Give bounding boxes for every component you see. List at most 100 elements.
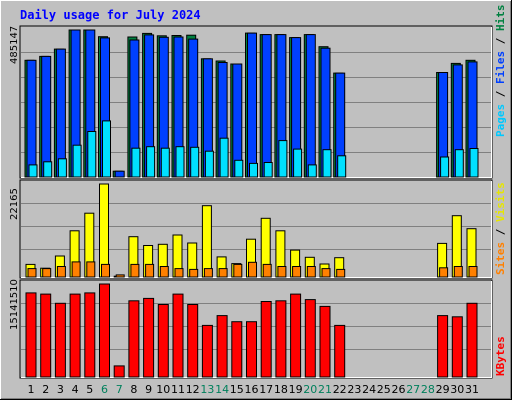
kbytes-max-label: 15141510 (9, 279, 20, 330)
bar-pages-day-20 (307, 164, 317, 178)
bar-sites-day-16 (248, 261, 257, 278)
bar-files-day-16 (247, 32, 257, 178)
bar-kbytes-day-20 (304, 299, 316, 378)
legend-files: Files (494, 51, 507, 84)
bar-pages-day-1 (28, 164, 38, 178)
bar-files-day-17 (261, 34, 272, 178)
bar-kbytes-day-18 (275, 300, 287, 378)
bar-pages-day-8 (131, 147, 141, 178)
x-label-day-1: 1 (28, 383, 35, 396)
legend-top: Pages / Files / Hits (494, 5, 507, 138)
bar-pages-day-29 (440, 156, 450, 178)
bar-sites-day-9 (145, 263, 155, 278)
bar-kbytes-day-12 (187, 304, 199, 378)
bar-kbytes-day-5 (84, 292, 96, 378)
svg-text:Sites / Visits: Sites / Visits (494, 182, 507, 275)
bar-sites-day-12 (189, 268, 199, 278)
legend-visits: Visits (494, 182, 507, 222)
x-label-day-4: 4 (72, 383, 79, 396)
bar-pages-day-14 (219, 137, 229, 178)
legend-kbytes: KBytes (494, 336, 507, 376)
bar-pages-day-6 (102, 120, 111, 178)
x-label-day-3: 3 (57, 383, 64, 396)
bar-pages-day-12 (190, 146, 200, 178)
bar-sites-day-19 (292, 266, 302, 278)
bar-sites-day-30 (453, 266, 463, 278)
bar-kbytes-day-16 (246, 321, 257, 378)
bar-sites-day-10 (159, 266, 169, 278)
bar-sites-day-7 (115, 274, 125, 278)
bar-sites-day-20 (306, 266, 316, 278)
bar-pages-day-31 (469, 148, 479, 178)
bar-kbytes-day-1 (25, 292, 37, 378)
x-label-day-13: 13 (200, 383, 214, 396)
bar-sites-day-13 (203, 268, 213, 278)
bar-pages-day-11 (175, 146, 185, 178)
x-label-day-8: 8 (130, 383, 137, 396)
bar-kbytes-day-22 (334, 324, 346, 378)
bar-kbytes-day-13 (201, 324, 213, 378)
bar-sites-day-17 (262, 263, 272, 278)
bar-sites-day-15 (233, 263, 243, 278)
bar-pages-day-16 (249, 162, 258, 178)
x-label-day-5: 5 (86, 383, 93, 396)
legend-middle: Sites / Visits (494, 182, 507, 275)
bar-sites-day-5 (86, 261, 96, 278)
x-label-day-20: 20 (303, 383, 317, 396)
bar-kbytes-day-29 (437, 315, 449, 378)
x-label-day-19: 19 (289, 383, 303, 396)
bar-pages-day-15 (234, 159, 244, 178)
bar-visits-day-6 (99, 183, 109, 278)
bar-sites-day-6 (101, 263, 110, 278)
bar-pages-day-4 (72, 144, 82, 178)
x-label-day-30: 30 (450, 383, 464, 396)
bar-sites-day-4 (71, 261, 81, 278)
bar-pages-day-19 (293, 148, 303, 178)
chart-title: Daily usage for July 2024 (20, 8, 201, 22)
bar-kbytes-day-10 (157, 304, 169, 378)
x-label-day-24: 24 (362, 383, 376, 396)
bar-kbytes-day-4 (69, 293, 81, 378)
x-label-day-2: 2 (42, 383, 49, 396)
bar-sites-day-21 (321, 268, 331, 278)
legend-pages: Pages (494, 104, 507, 137)
bar-kbytes-day-30 (451, 316, 463, 378)
x-label-day-7: 7 (116, 383, 123, 396)
bar-pages-day-21 (322, 149, 332, 178)
x-label-day-9: 9 (145, 383, 152, 396)
bar-pages-day-3 (57, 158, 67, 178)
bar-kbytes-day-9 (143, 297, 155, 378)
bar-kbytes-day-21 (319, 305, 331, 378)
bar-files-day-20 (305, 34, 316, 178)
x-label-day-31: 31 (465, 383, 479, 396)
bar-files-day-2 (41, 55, 52, 178)
bar-files-day-3 (55, 48, 66, 178)
x-label-day-28: 28 (421, 383, 435, 396)
x-label-day-17: 17 (259, 383, 273, 396)
bar-sites-day-14 (218, 268, 228, 278)
bar-pages-day-13 (204, 150, 214, 178)
bar-kbytes-day-11 (172, 293, 184, 378)
legend-hits: Hits (494, 5, 507, 32)
x-label-day-27: 27 (406, 383, 420, 396)
bar-pages-day-17 (263, 162, 273, 178)
x-label-day-6: 6 (101, 383, 108, 396)
bar-kbytes-day-14 (216, 315, 228, 378)
x-label-day-25: 25 (377, 383, 391, 396)
bar-pages-day-10 (160, 147, 170, 178)
bar-sites-day-18 (277, 266, 287, 278)
hits-max-label: 485147 (9, 26, 20, 64)
x-label-day-18: 18 (274, 383, 288, 396)
x-label-day-14: 14 (215, 383, 229, 396)
bar-files-day-1 (26, 59, 37, 178)
bar-pages-day-22 (337, 155, 347, 178)
bar-kbytes-day-2 (40, 293, 52, 378)
x-label-day-26: 26 (392, 383, 406, 396)
x-label-day-16: 16 (245, 383, 259, 396)
bar-kbytes-day-7 (113, 365, 125, 378)
bar-kbytes-day-17 (260, 301, 272, 378)
bars-layer (24, 29, 479, 378)
x-label-day-23: 23 (347, 383, 361, 396)
bar-pages-day-2 (43, 161, 53, 178)
